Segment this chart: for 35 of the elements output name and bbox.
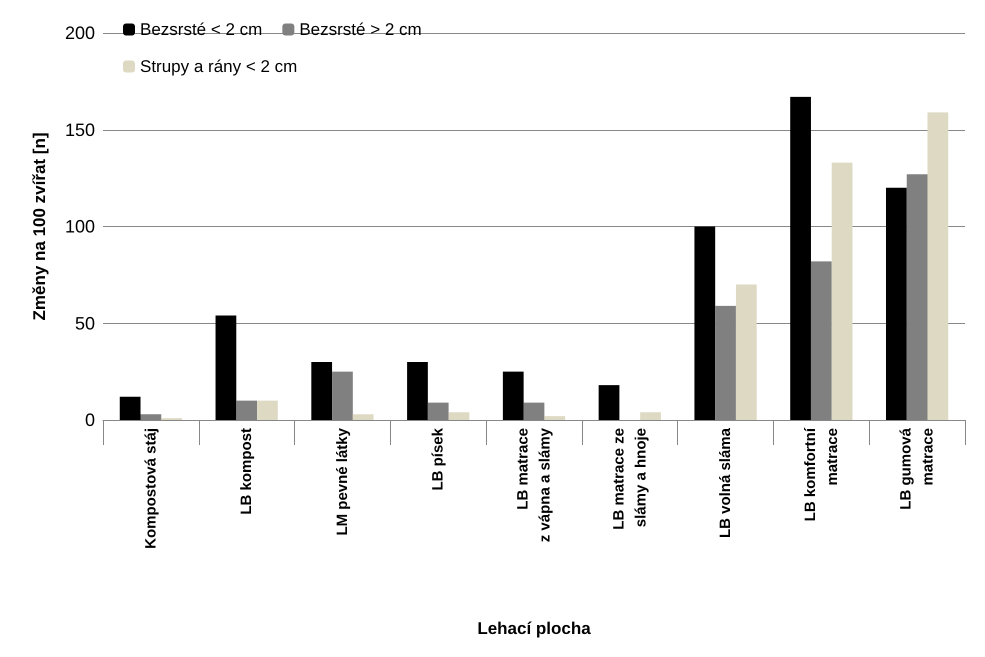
legend-label: Bezsrsté > 2 cm	[299, 20, 422, 39]
y-tick-label: 150	[64, 120, 95, 140]
bar	[640, 412, 661, 420]
bar	[257, 400, 278, 420]
bar	[216, 316, 236, 420]
x-tick-label: LM pevné látky	[334, 427, 351, 536]
legend-label: Strupy a rány < 2 cm	[140, 57, 298, 76]
y-axis-title: Změny na 100 zvířat [n]	[30, 132, 49, 321]
bar	[448, 412, 470, 420]
x-tick-label: LB kompost	[238, 428, 256, 515]
x-tick-label: LB komfortní matrace	[802, 427, 841, 522]
bar	[311, 362, 332, 420]
x-tick-label: LB volná sláma	[717, 427, 734, 538]
x-tick-label: LB gumová matrace	[898, 427, 937, 510]
x-tick-label: LB matrace z vápna a slámy	[514, 427, 554, 542]
bar	[736, 284, 757, 420]
bar	[407, 362, 428, 420]
x-tick-label: Kompostová stáj	[142, 428, 160, 549]
x-tick-label: LB písek	[430, 427, 447, 491]
bar	[502, 372, 524, 420]
y-tick-label: 100	[64, 216, 95, 236]
bar	[598, 385, 620, 420]
bar	[927, 112, 948, 420]
bar	[886, 188, 907, 420]
bar	[120, 396, 141, 420]
y-tick-label: 200	[64, 23, 95, 43]
y-tick-label: 0	[84, 410, 95, 430]
bar	[790, 96, 811, 420]
bar	[694, 226, 716, 420]
y-tick-label: 50	[74, 313, 95, 334]
bar	[352, 414, 374, 420]
legend-label: Bezsrsté < 2 cm	[140, 20, 262, 39]
bar	[832, 162, 852, 420]
bar	[544, 416, 566, 420]
x-axis-title: Lehací plocha	[477, 619, 592, 638]
